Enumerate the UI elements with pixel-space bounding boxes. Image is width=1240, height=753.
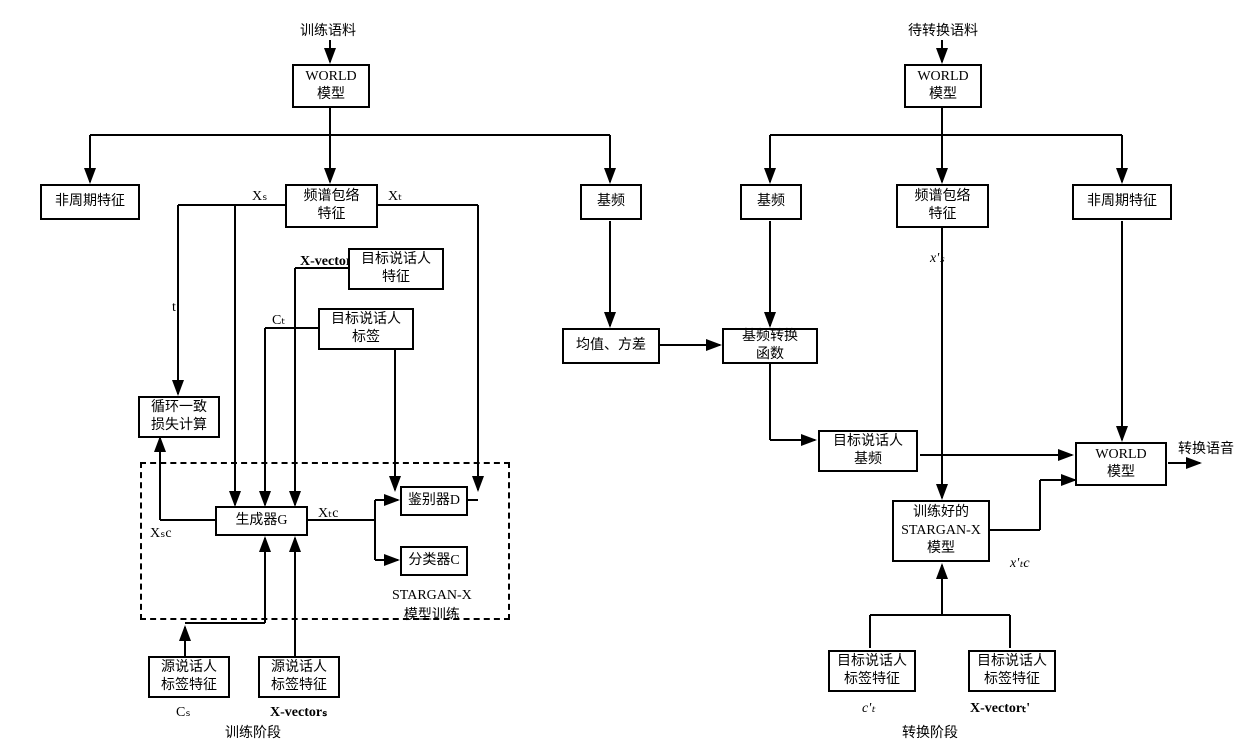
mean-var: 均值、方差 [562, 328, 660, 364]
aperiodic-conv: 非周期特征 [1072, 184, 1172, 220]
xvector-s-label: X-vectorₛ [270, 704, 327, 721]
conversion-input-label: 待转换语料 [908, 20, 978, 40]
world-model-train: WORLD 模型 [292, 64, 370, 108]
target-f0: 目标说话人 基频 [818, 430, 918, 472]
xsc-label: Xₛc [150, 525, 172, 542]
spectral-train: 频谱包络 特征 [285, 184, 378, 228]
ct-prime-label: c'ₜ [862, 700, 875, 717]
classifier: 分类器C [400, 546, 468, 576]
spectral-conv: 频谱包络 特征 [896, 184, 989, 228]
target-label-feat-1: 目标说话人 标签特征 [828, 650, 916, 692]
aperiodic-train: 非周期特征 [40, 184, 140, 220]
trained-stargan: 训练好的 STARGAN-X 模型 [892, 500, 990, 562]
target-speaker-feat: 目标说话人 特征 [348, 248, 444, 290]
xs-prime-label: x'ₛ [930, 250, 944, 267]
stargan-train-label: STARGAN-X 模型训练 [392, 588, 472, 624]
ct-label: Cₜ [272, 312, 285, 329]
f0-convert: 基频转换 函数 [722, 328, 818, 364]
generator: 生成器G [215, 506, 308, 536]
f0-train: 基频 [580, 184, 642, 220]
t-label: t [172, 300, 176, 316]
training-input-label: 训练语料 [300, 20, 356, 40]
training-stage-label: 训练阶段 [225, 722, 281, 742]
discriminator: 鉴别器D [400, 486, 468, 516]
source-label-feat-2: 源说话人 标签特征 [258, 656, 340, 698]
cycle-loss: 循环一致 损失计算 [138, 396, 220, 438]
target-label-feat-2: 目标说话人 标签特征 [968, 650, 1056, 692]
world-model-conv: WORLD 模型 [904, 64, 982, 108]
target-speaker-label: 目标说话人 标签 [318, 308, 414, 350]
xtc-label: Xₜc [318, 505, 338, 522]
xt-label: Xₜ [388, 188, 402, 205]
conversion-stage-label: 转换阶段 [902, 722, 958, 742]
xtc-prime-label: x'ₜc [1010, 555, 1030, 572]
xvector-t-prime-label: X-vectorₜ' [970, 700, 1030, 717]
source-label-feat-1: 源说话人 标签特征 [148, 656, 230, 698]
output-label: 转换语音 [1178, 438, 1234, 458]
flowchart-edges [0, 0, 1240, 753]
cs-label: Cₛ [176, 704, 191, 721]
world-model-out: WORLD 模型 [1075, 442, 1167, 486]
f0-conv: 基频 [740, 184, 802, 220]
xs-label: Xₛ [252, 188, 267, 205]
